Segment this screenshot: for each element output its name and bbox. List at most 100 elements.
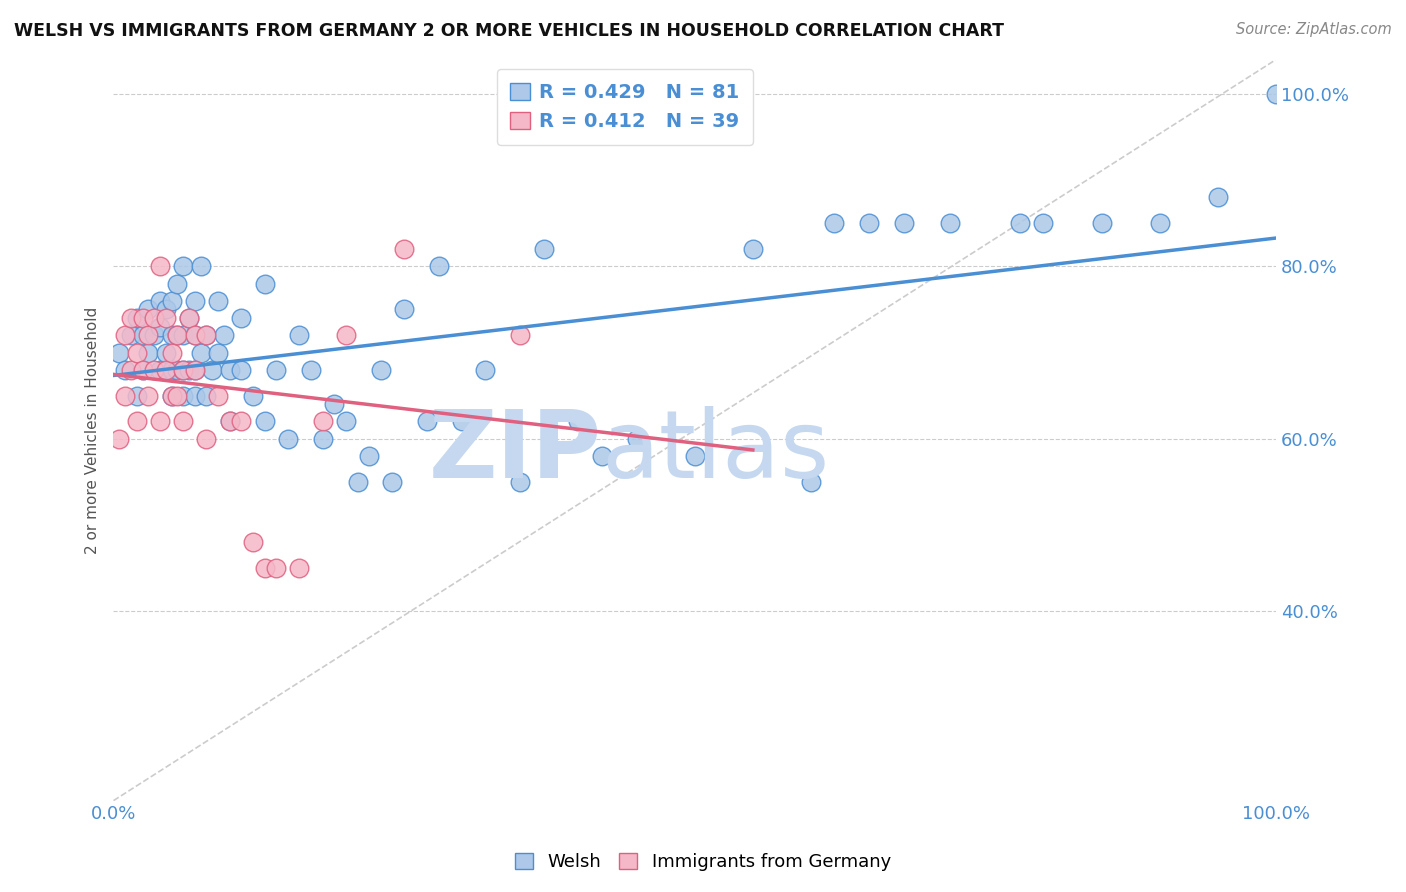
Point: [288, 561, 311, 575]
Point: [172, 363, 194, 377]
Point: [1265, 87, 1288, 101]
Point: [143, 363, 166, 377]
Point: [195, 432, 218, 446]
Point: [195, 328, 218, 343]
Point: [125, 345, 148, 359]
Point: [253, 415, 276, 429]
Point: [155, 345, 177, 359]
Point: [149, 319, 172, 334]
Point: [242, 389, 264, 403]
Point: [626, 432, 648, 446]
Point: [218, 415, 240, 429]
Point: [335, 328, 357, 343]
Point: [149, 293, 172, 308]
Point: [143, 328, 166, 343]
Point: [114, 328, 136, 343]
Point: [138, 345, 160, 359]
Y-axis label: 2 or more Vehicles in Household: 2 or more Vehicles in Household: [86, 307, 100, 554]
Point: [125, 389, 148, 403]
Point: [166, 277, 188, 291]
Point: [741, 242, 763, 256]
Point: [277, 432, 299, 446]
Point: [172, 389, 194, 403]
Point: [939, 216, 962, 230]
Point: [172, 415, 194, 429]
Point: [381, 475, 404, 489]
Point: [231, 415, 253, 429]
Point: [160, 389, 183, 403]
Point: [172, 363, 194, 377]
Point: [207, 345, 229, 359]
Point: [172, 260, 194, 274]
Point: [451, 415, 474, 429]
Point: [359, 449, 381, 463]
Text: WELSH VS IMMIGRANTS FROM GERMANY 2 OR MORE VEHICLES IN HOUSEHOLD CORRELATION CHA: WELSH VS IMMIGRANTS FROM GERMANY 2 OR MO…: [14, 22, 1004, 40]
Point: [131, 363, 153, 377]
Point: [195, 389, 218, 403]
Point: [370, 363, 392, 377]
Point: [149, 260, 172, 274]
Point: [120, 363, 142, 377]
Point: [166, 363, 188, 377]
Point: [567, 415, 589, 429]
Point: [207, 389, 229, 403]
Point: [120, 311, 142, 326]
Legend: R = 0.429   N = 81, R = 0.412   N = 39: R = 0.429 N = 81, R = 0.412 N = 39: [496, 70, 754, 145]
Point: [184, 328, 207, 343]
Point: [160, 345, 183, 359]
Point: [155, 311, 177, 326]
Point: [120, 328, 142, 343]
Point: [264, 561, 287, 575]
Point: [195, 328, 218, 343]
Point: [155, 363, 177, 377]
Point: [212, 328, 235, 343]
Point: [138, 389, 160, 403]
Point: [392, 302, 415, 317]
Point: [177, 311, 200, 326]
Point: [253, 561, 276, 575]
Point: [184, 293, 207, 308]
Point: [172, 328, 194, 343]
Text: ZIP: ZIP: [429, 407, 602, 499]
Point: [166, 389, 188, 403]
Point: [218, 415, 240, 429]
Point: [160, 363, 183, 377]
Point: [288, 328, 311, 343]
Point: [166, 328, 188, 343]
Point: [858, 216, 880, 230]
Point: [416, 415, 439, 429]
Point: [114, 389, 136, 403]
Point: [299, 363, 322, 377]
Point: [184, 363, 207, 377]
Point: [184, 328, 207, 343]
Point: [160, 389, 183, 403]
Point: [474, 363, 496, 377]
Point: [800, 475, 823, 489]
Point: [323, 397, 346, 411]
Point: [114, 363, 136, 377]
Point: [149, 415, 172, 429]
Point: [166, 328, 188, 343]
Point: [1032, 216, 1054, 230]
Point: [1010, 216, 1032, 230]
Point: [125, 415, 148, 429]
Point: [312, 432, 335, 446]
Point: [591, 449, 613, 463]
Point: [218, 363, 240, 377]
Point: [509, 328, 531, 343]
Text: Source: ZipAtlas.com: Source: ZipAtlas.com: [1236, 22, 1392, 37]
Point: [125, 311, 148, 326]
Point: [108, 345, 131, 359]
Point: [201, 363, 224, 377]
Point: [242, 535, 264, 549]
Point: [264, 363, 287, 377]
Point: [143, 311, 166, 326]
Point: [392, 242, 415, 256]
Point: [108, 432, 131, 446]
Point: [346, 475, 368, 489]
Point: [149, 363, 172, 377]
Point: [131, 328, 153, 343]
Point: [231, 363, 253, 377]
Point: [138, 302, 160, 317]
Point: [207, 293, 229, 308]
